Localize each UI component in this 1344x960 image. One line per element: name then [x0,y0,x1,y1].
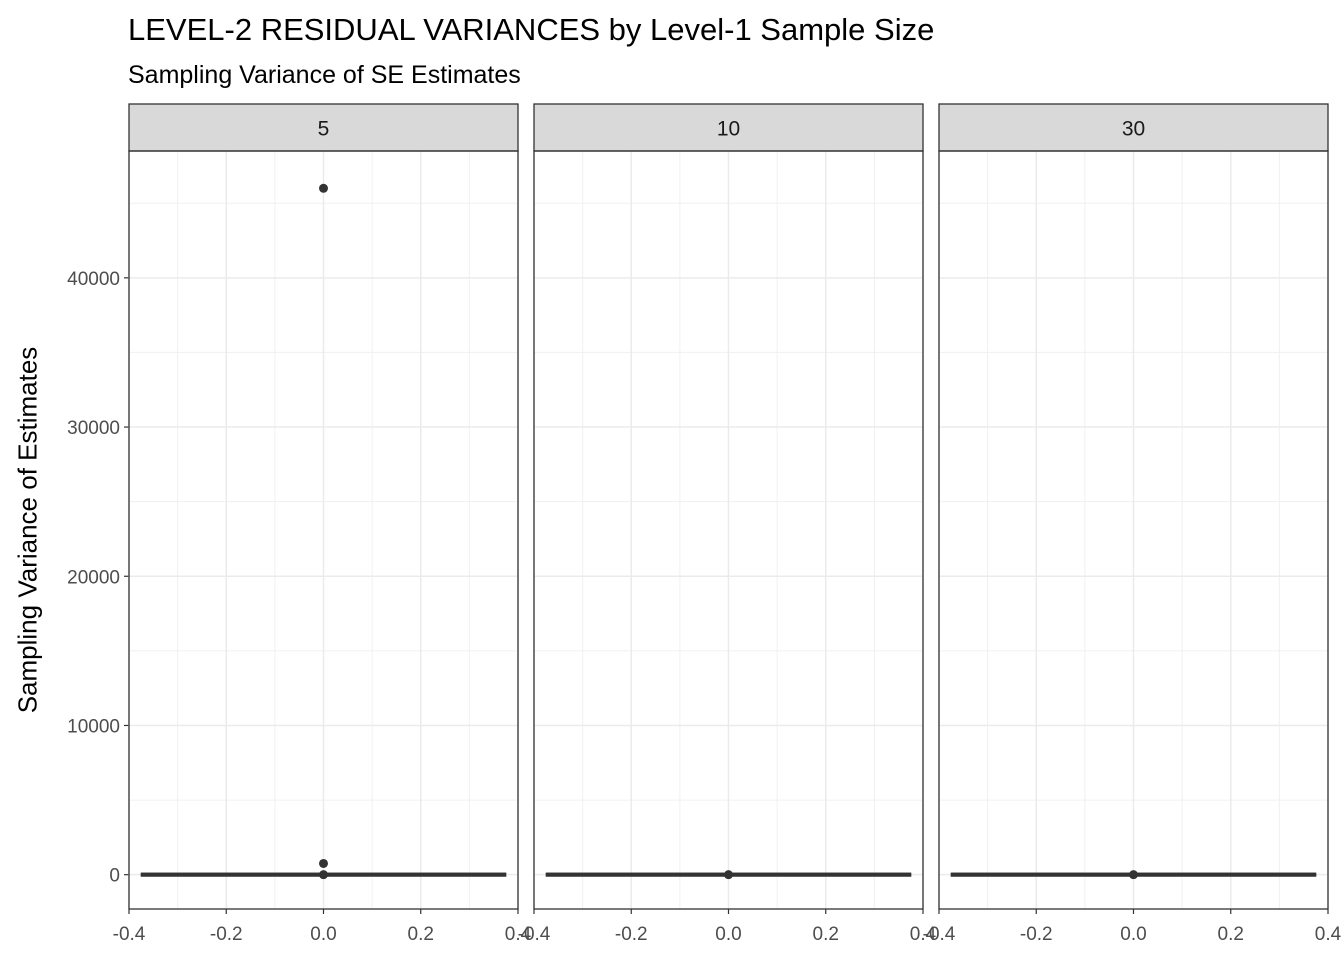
facet-panel-5: 5 -0.4 -0.2 0.0 0.2 0.4 [113,103,532,945]
x-tick-label: -0.2 [210,924,243,945]
y-tick-label: 40000 [67,269,120,290]
x-tick-label: 0.4 [910,924,937,945]
outlier-point [319,858,328,868]
x-tick-label: -0.2 [1020,924,1053,945]
chart-title: LEVEL-2 RESIDUAL VARIANCES by Level-1 Sa… [128,12,935,47]
x-tick-label: 0.0 [310,924,336,945]
facet-strip [938,103,1329,152]
x-tick-label: 0.2 [408,924,434,945]
y-tick-label: 20000 [67,567,120,588]
facet-strip [128,103,519,152]
x-tick-label: 0.2 [813,924,839,945]
x-tick-label: 0.4 [505,924,532,945]
x-tick-label: 0.2 [1218,924,1244,945]
chart-subtitle: Sampling Variance of SE Estimates [128,61,521,89]
x-tick-label: -0.4 [923,924,956,945]
outlier-point [319,870,328,880]
y-tick-label: 0 [109,866,120,887]
outlier-point [1129,870,1138,880]
outlier-point [724,870,733,880]
x-tick-label: -0.4 [113,924,146,945]
facet-strip-label: 5 [318,118,330,141]
facet-panel-10: 10 -0.4 -0.2 0.0 0.2 0.4 [518,103,937,945]
x-tick-label: -0.4 [518,924,551,945]
x-tick-label: -0.2 [615,924,648,945]
facet-strip-label: 10 [717,118,740,141]
y-tick-label: 30000 [67,418,120,439]
y-tick-label: 10000 [67,716,120,737]
outlier-point [319,183,328,193]
facet-strip-label: 30 [1122,118,1145,141]
facet-panel-30: 30 -0.4 -0.2 0.0 0.2 0.4 [923,103,1342,945]
x-tick-label: 0.0 [715,924,741,945]
x-tick-label: 0.0 [1120,924,1146,945]
x-tick-label: 0.4 [1315,924,1342,945]
